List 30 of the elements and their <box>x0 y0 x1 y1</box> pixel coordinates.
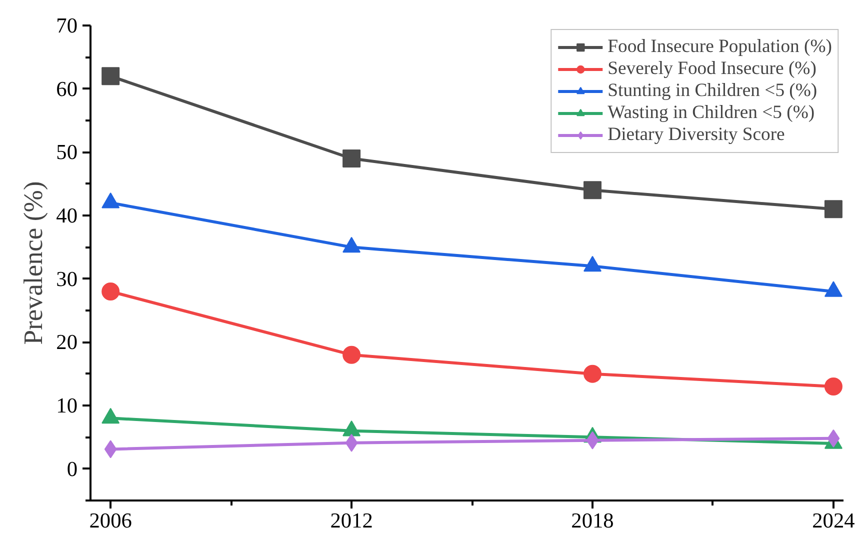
point <box>824 200 842 218</box>
legend-label: Severely Food Insecure (%) <box>608 58 816 80</box>
point <box>102 282 120 300</box>
point <box>824 378 842 396</box>
point <box>342 150 361 168</box>
y-tick-label: 40 <box>56 204 78 228</box>
legend-label: Stunting in Children <5 (%) <box>608 80 818 102</box>
y-tick-label: 50 <box>56 140 78 164</box>
point <box>584 181 602 200</box>
legend-label: Food Insecure Population (%) <box>608 36 832 58</box>
point <box>586 431 599 450</box>
x-tick-label: 2024 <box>812 508 856 532</box>
y-tick-label: 60 <box>56 76 78 101</box>
x-tick-label: 2018 <box>571 508 614 532</box>
legend-label: Wasting in Children <5 (%) <box>608 102 815 124</box>
point <box>342 346 361 364</box>
x-tick-label: 2012 <box>330 508 373 532</box>
y-tick-label: 10 <box>56 394 78 418</box>
y-tick-label: 70 <box>56 14 78 38</box>
point <box>827 429 840 448</box>
x-tick-label: 2006 <box>89 508 132 532</box>
point <box>102 67 120 86</box>
point <box>345 434 358 452</box>
legend-label: Dietary Diversity Score <box>608 124 785 146</box>
point <box>584 364 602 383</box>
point <box>104 440 117 458</box>
y-tick-label: 30 <box>56 266 78 291</box>
y-tick-label: 0 <box>66 456 78 481</box>
y-axis-title: Prevalence (%) <box>18 181 48 345</box>
y-tick-label: 20 <box>56 330 78 354</box>
